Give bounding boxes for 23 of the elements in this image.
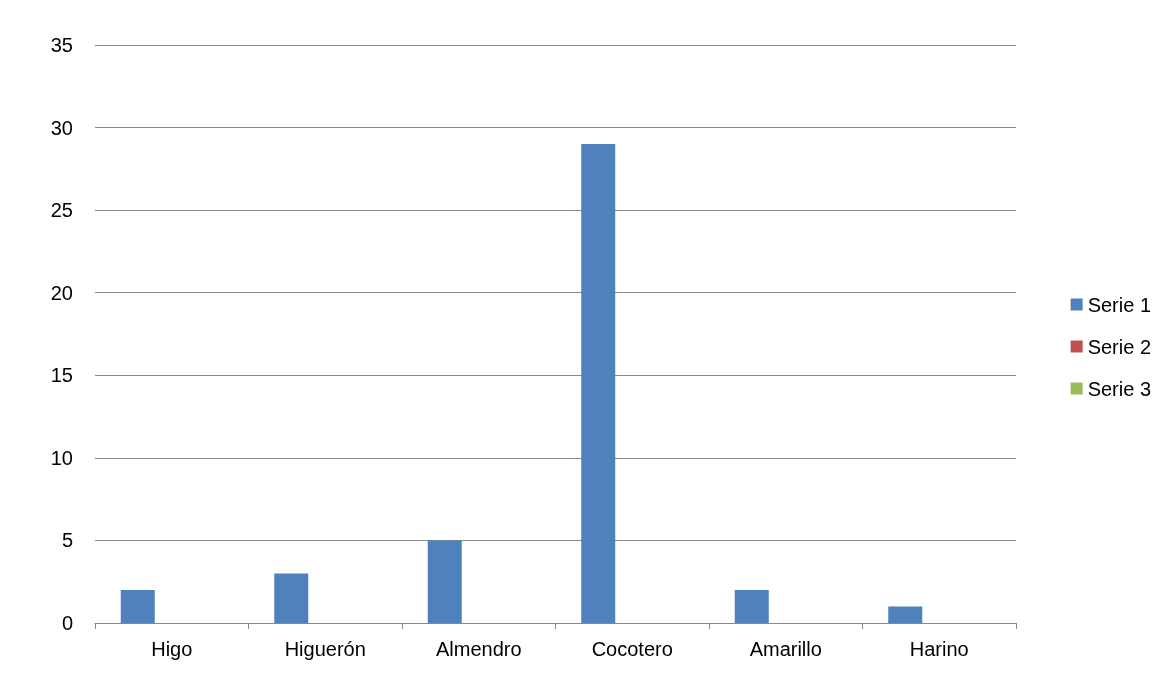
bar [734,589,769,623]
y-tick-label: 5 [61,529,73,552]
x-tick-label: Amarillo [749,638,822,660]
y-tick-label: 20 [50,281,73,304]
legend-label: Serie 1 [1087,293,1152,316]
x-tick-label: Higo [151,638,193,660]
legend-label: Serie 3 [1087,377,1152,400]
bar [120,589,155,623]
bar [581,144,616,623]
bar [888,606,923,623]
y-tick-label: 10 [50,446,73,469]
y-tick-label: 35 [50,34,73,56]
y-tick-label: 15 [50,364,73,387]
y-tick-label: 25 [50,199,73,222]
bar [274,573,309,623]
y-tick-label: 0 [61,612,73,634]
x-tick-label: Harino [909,638,969,660]
x-tick-label: Almendro [435,638,522,660]
x-tick-label: Cocotero [591,638,673,660]
legend-label: Serie 2 [1087,335,1152,358]
y-tick-label: 30 [50,116,73,139]
bar [427,540,462,623]
x-tick-label: Higuerón [284,638,366,660]
